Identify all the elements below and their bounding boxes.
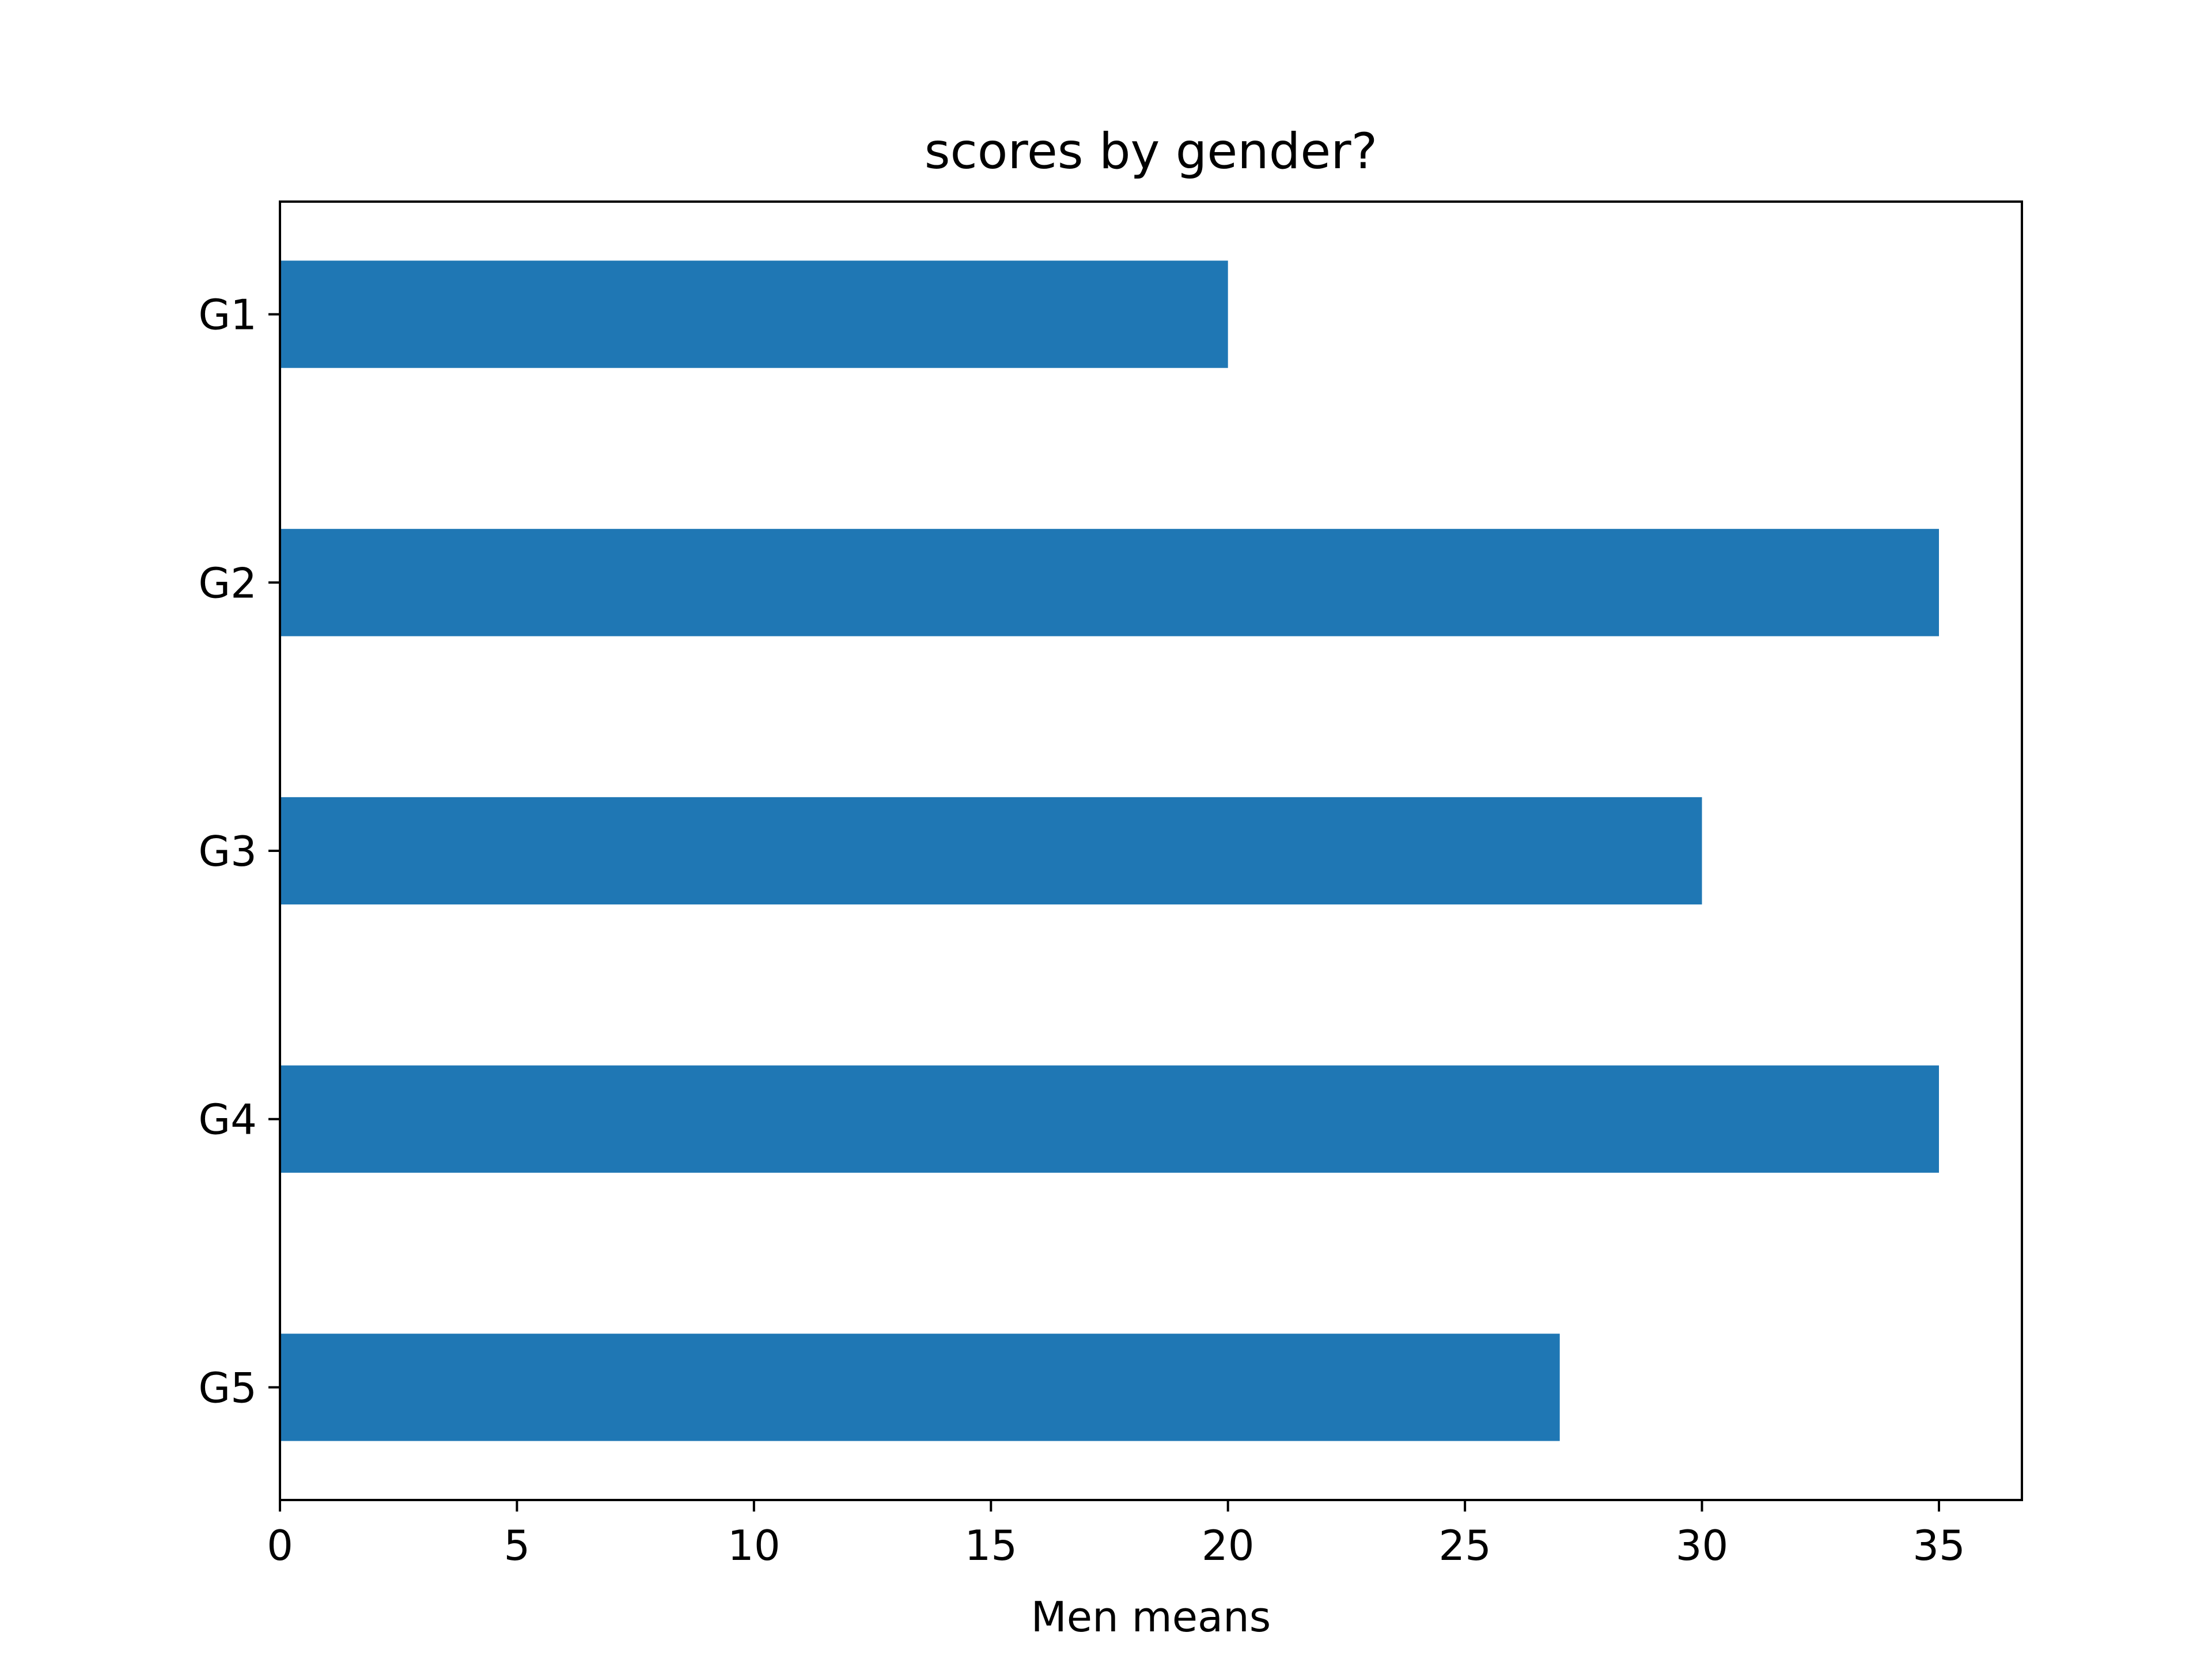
chart-title: scores by gender? (925, 123, 1378, 180)
x-axis: 0 5 10 15 20 25 30 35 (267, 1500, 1965, 1570)
bar-g1 (280, 260, 1228, 368)
y-axis: G1 G2 G3 G4 G5 (198, 291, 280, 1412)
y-tick-label: G5 (198, 1363, 257, 1412)
y-tick-label: G2 (198, 559, 257, 607)
bar-g5 (280, 1334, 1560, 1441)
x-tick-label: 15 (964, 1521, 1017, 1570)
x-tick-label: 25 (1438, 1521, 1491, 1570)
bars-group (280, 260, 1939, 1441)
plot-frame (279, 200, 2023, 1501)
bar-g2 (280, 529, 1939, 637)
x-axis-label: Men means (1031, 1593, 1271, 1641)
x-tick-label: 35 (1912, 1521, 1965, 1570)
x-tick-label: 30 (1676, 1521, 1729, 1570)
x-tick-label: 10 (728, 1521, 781, 1570)
y-tick-label: G3 (198, 827, 257, 876)
y-tick-label: G4 (198, 1096, 257, 1144)
bar-g3 (280, 797, 1702, 905)
x-tick-label: 20 (1202, 1521, 1255, 1570)
bar-g4 (280, 1065, 1939, 1173)
x-tick-label: 0 (267, 1521, 293, 1570)
y-tick-label: G1 (198, 291, 257, 339)
x-tick-label: 5 (504, 1521, 531, 1570)
